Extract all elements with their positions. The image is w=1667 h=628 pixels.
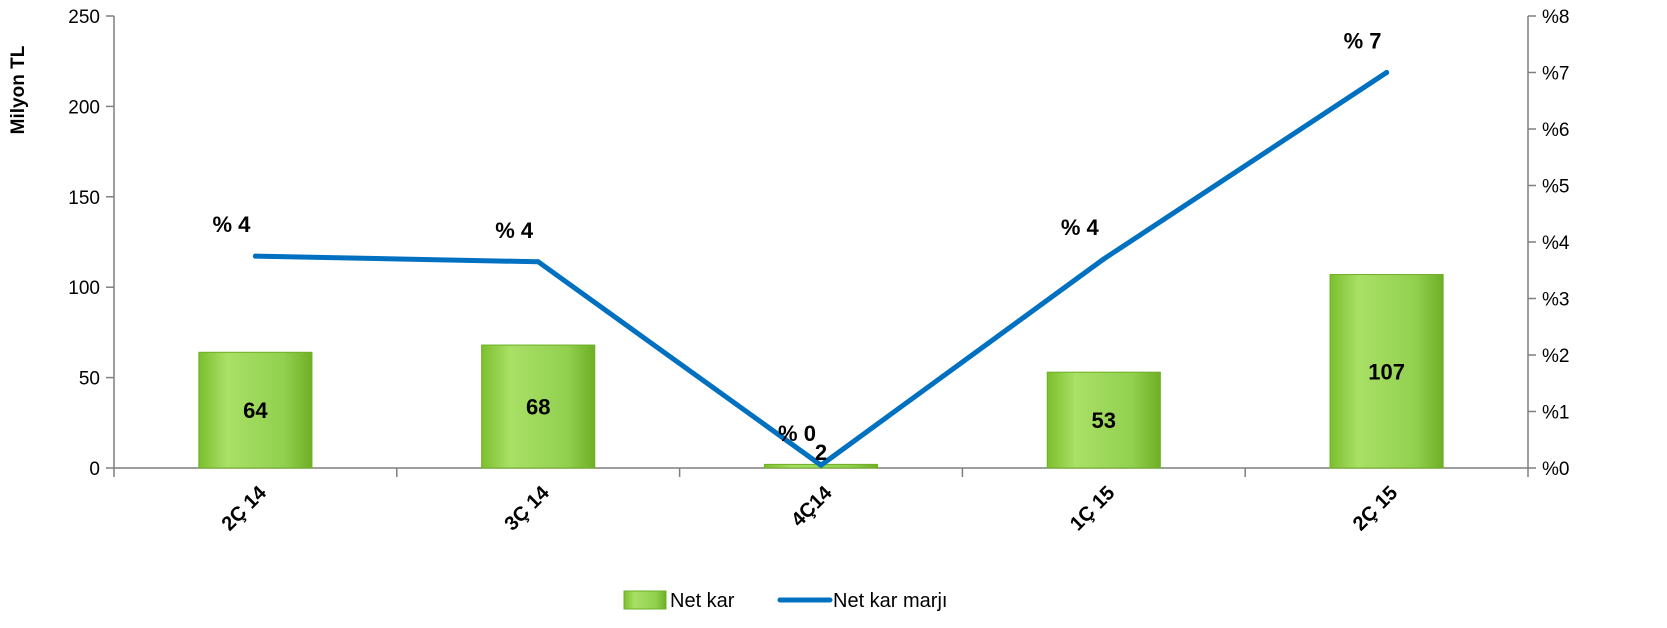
- bar-label: 68: [526, 395, 550, 420]
- line-net-kar-marji: [252, 70, 1390, 468]
- y-tick-label-left: 200: [68, 97, 100, 118]
- x-tick-label: 1Ç 15: [1066, 482, 1119, 535]
- data-labels: 64 68 2 53 107 % 4 % 4 % 0 % 4 % 7: [212, 29, 1405, 466]
- line-series: [252, 70, 1390, 468]
- line-label: % 4: [212, 212, 251, 237]
- line-point: [1384, 70, 1390, 75]
- y-tick-label-left: 250: [68, 7, 100, 28]
- bar: [198, 351, 313, 469]
- bar: [1046, 371, 1161, 469]
- y-tick-label-right: %4: [1542, 233, 1570, 254]
- y-tick-label-right: %5: [1542, 177, 1569, 198]
- line-label: % 4: [1061, 215, 1100, 240]
- y-tick-label-right: %2: [1542, 346, 1569, 367]
- legend-swatch-net-kar: [623, 590, 667, 610]
- x-tick-label: 2Ç 15: [1349, 482, 1402, 535]
- line-point: [818, 462, 824, 468]
- bar-label: 64: [243, 398, 268, 423]
- y-tick-label-right: %3: [1542, 290, 1569, 311]
- bar: [481, 344, 596, 469]
- y-tick-label-right: %7: [1542, 64, 1569, 85]
- legend-label-net-kar-marji: Net kar marjı: [833, 590, 947, 612]
- x-tick-label: 4Ç14: [787, 481, 837, 531]
- line-point: [1101, 256, 1107, 262]
- y-tick-label-left: 50: [79, 369, 100, 390]
- line-label: % 4: [495, 218, 534, 243]
- x-tick-label: 3Ç 14: [500, 481, 554, 535]
- y-tick-label-left: 0: [89, 459, 100, 480]
- bar-label: 53: [1092, 408, 1116, 433]
- y-tick-label-left: 100: [68, 278, 100, 299]
- y-tick-label-right: %0: [1542, 459, 1569, 480]
- legend: Net kar Net kar marjı: [623, 590, 947, 612]
- legend-label-net-kar: Net kar: [670, 590, 735, 612]
- line-label: % 7: [1344, 29, 1382, 54]
- y-tick-label-right: %6: [1542, 120, 1569, 141]
- line-label: % 0: [778, 421, 816, 446]
- y-axis-title: Milyon TL: [8, 45, 29, 134]
- bar: [1329, 274, 1444, 469]
- line-point: [535, 259, 541, 265]
- line-point: [252, 253, 258, 259]
- y-tick-label-right: %8: [1542, 7, 1569, 28]
- y-tick-label-left: 150: [68, 188, 100, 209]
- x-tick-label: 2Ç 14: [218, 481, 272, 535]
- bars: [198, 274, 1444, 469]
- y-tick-label-right: %1: [1542, 403, 1569, 424]
- bar-label: 2: [815, 440, 827, 465]
- bar-label: 107: [1368, 359, 1405, 384]
